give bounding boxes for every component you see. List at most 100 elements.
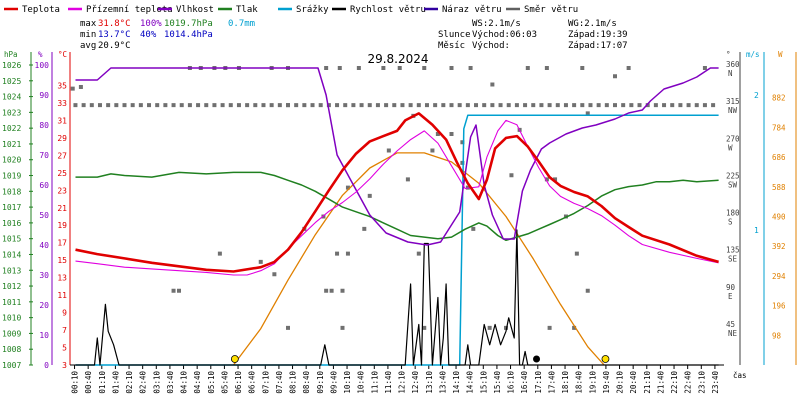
- pct-tick-1: 90: [39, 91, 49, 100]
- wind-dir-point-72: [662, 103, 667, 108]
- dir-name-2: W: [728, 143, 733, 152]
- x-tick-10: 05:10: [207, 371, 216, 394]
- wind-dir-point-103: [460, 140, 465, 145]
- wind-dir-point-131: [574, 251, 579, 256]
- time-unit-label: čas: [733, 371, 747, 380]
- ms-tick-1: 1: [754, 226, 759, 235]
- wind-dir-point-54: [514, 103, 519, 108]
- wind-dir-point-13: [179, 103, 184, 108]
- hpa-tick-4: 1022: [2, 124, 21, 133]
- chart-title: 29.8.2024: [367, 52, 428, 66]
- x-tick-32: 16:10: [507, 371, 516, 394]
- temp-tick-3: 29: [57, 134, 67, 143]
- wind-dir-point-135: [490, 82, 495, 87]
- ms-unit-label: m/s: [746, 50, 760, 59]
- wind-dir-point-128: [544, 177, 549, 182]
- info-block: WS:2.1m/s WG:2.1m/s Slunce Východ:06:03 …: [438, 19, 628, 51]
- x-tick-17: 08:40: [302, 371, 311, 394]
- wind-dir-point-124: [329, 288, 334, 293]
- wind-dir-point-28: [302, 103, 307, 108]
- wind-dir-point-75: [686, 103, 691, 108]
- wind-dir-point-56: [531, 103, 536, 108]
- temp-tick-7: 21: [57, 204, 67, 213]
- x-tick-9: 04:40: [193, 371, 202, 394]
- wind-dir-point-94: [544, 66, 549, 70]
- wind-dir-point-127: [272, 272, 277, 277]
- dir-name-3: SW: [728, 180, 738, 189]
- x-tick-42: 21:10: [643, 371, 652, 394]
- dir-name-5: SE: [728, 255, 738, 264]
- wind-dir-point-51: [490, 103, 495, 108]
- wind-dir-point-66: [613, 103, 617, 108]
- temperature-line: [75, 112, 719, 273]
- dir-tick-5: 135: [726, 246, 740, 255]
- pct-tick-2: 80: [39, 121, 49, 130]
- pct-tick-7: 30: [39, 271, 49, 280]
- wind-dir-point-40: [400, 103, 405, 108]
- moon-marker-0: [533, 355, 541, 363]
- temp-tick-2: 31: [57, 116, 67, 125]
- wind-dir-point-133: [449, 66, 454, 70]
- dir-tick-6: 90: [726, 283, 736, 292]
- wind-dir-point-44: [433, 103, 438, 108]
- wind-dir-point-15: [196, 103, 201, 108]
- sun-marker-1: [601, 355, 610, 363]
- x-tick-22: 11:10: [370, 371, 379, 394]
- wind-dir-point-101: [435, 132, 440, 136]
- w-tick-5: 392: [772, 242, 786, 251]
- x-tick-18: 09:10: [316, 371, 325, 394]
- wind-dir-point-115: [362, 226, 367, 231]
- wind-dir-point-70: [645, 103, 650, 108]
- wind-dir-point-41: [408, 103, 413, 108]
- stat-max-press: 1019.7hPa: [164, 19, 213, 29]
- info-moonrise: Východ:: [472, 41, 510, 51]
- wind-dir-point-29: [310, 103, 315, 108]
- wind-dir-point-87: [337, 66, 342, 70]
- temp-tick-12: 11: [57, 291, 67, 300]
- wind-dir-point-22: [253, 103, 258, 108]
- wind-dir-point-89: [381, 66, 386, 70]
- ms-tick-0: 2: [754, 91, 759, 100]
- wind-dir-point-45: [441, 103, 446, 108]
- wind-dir-point-111: [405, 177, 410, 182]
- wind-dir-point-95: [580, 66, 585, 70]
- x-tick-4: 02:10: [125, 371, 134, 394]
- x-tick-47: 23:40: [711, 371, 720, 394]
- x-tick-35: 17:40: [547, 371, 556, 394]
- stats-block: max 31.8°C 100% 1019.7hPa 0.7mm min 13.7…: [80, 19, 255, 51]
- wind-dir-point-55: [523, 103, 528, 108]
- x-tick-8: 04:10: [180, 371, 189, 394]
- wind-dir-point-134: [468, 66, 473, 70]
- wind-dir-point-91: [422, 66, 427, 70]
- hpa-tick-18: 1008: [2, 345, 21, 354]
- ground-temp-line: [75, 119, 719, 276]
- wind-dir-point-30: [318, 103, 323, 108]
- wind-dir-point-1: [81, 103, 86, 108]
- wind-dir-point-10: [155, 103, 160, 108]
- wind-dir-point-116: [471, 226, 476, 231]
- wind-dir-point-35: [359, 103, 364, 108]
- dir-tick-4: 180: [726, 209, 740, 218]
- axis-lines: [30, 52, 797, 366]
- hpa-tick-1: 1025: [2, 77, 21, 86]
- wind-dir-point-36: [367, 103, 372, 108]
- wind-dir-point-138: [572, 325, 577, 330]
- wind-dir-point-144: [547, 325, 552, 330]
- legend-label-2: Vlhkost: [176, 5, 214, 15]
- stat-min-hum: 40%: [140, 30, 157, 40]
- wind-dir-point-27: [294, 103, 299, 108]
- wind-dir-point-39: [392, 103, 397, 108]
- wind-dir-point-77: [702, 103, 707, 108]
- x-tick-37: 18:40: [575, 371, 584, 394]
- wind-dir-point-16: [204, 103, 209, 108]
- temp-tick-10: 15: [57, 256, 67, 265]
- wind-dir-point-63: [588, 103, 593, 108]
- wind-dir-point-24: [269, 103, 274, 108]
- hpa-tick-8: 1018: [2, 187, 21, 196]
- x-tick-36: 18:10: [561, 371, 570, 394]
- x-tick-40: 20:10: [616, 371, 625, 394]
- hpa-tick-0: 1026: [2, 61, 21, 70]
- wind-dir-point-143: [504, 325, 508, 330]
- stat-max-temp: 31.8°C: [98, 19, 131, 29]
